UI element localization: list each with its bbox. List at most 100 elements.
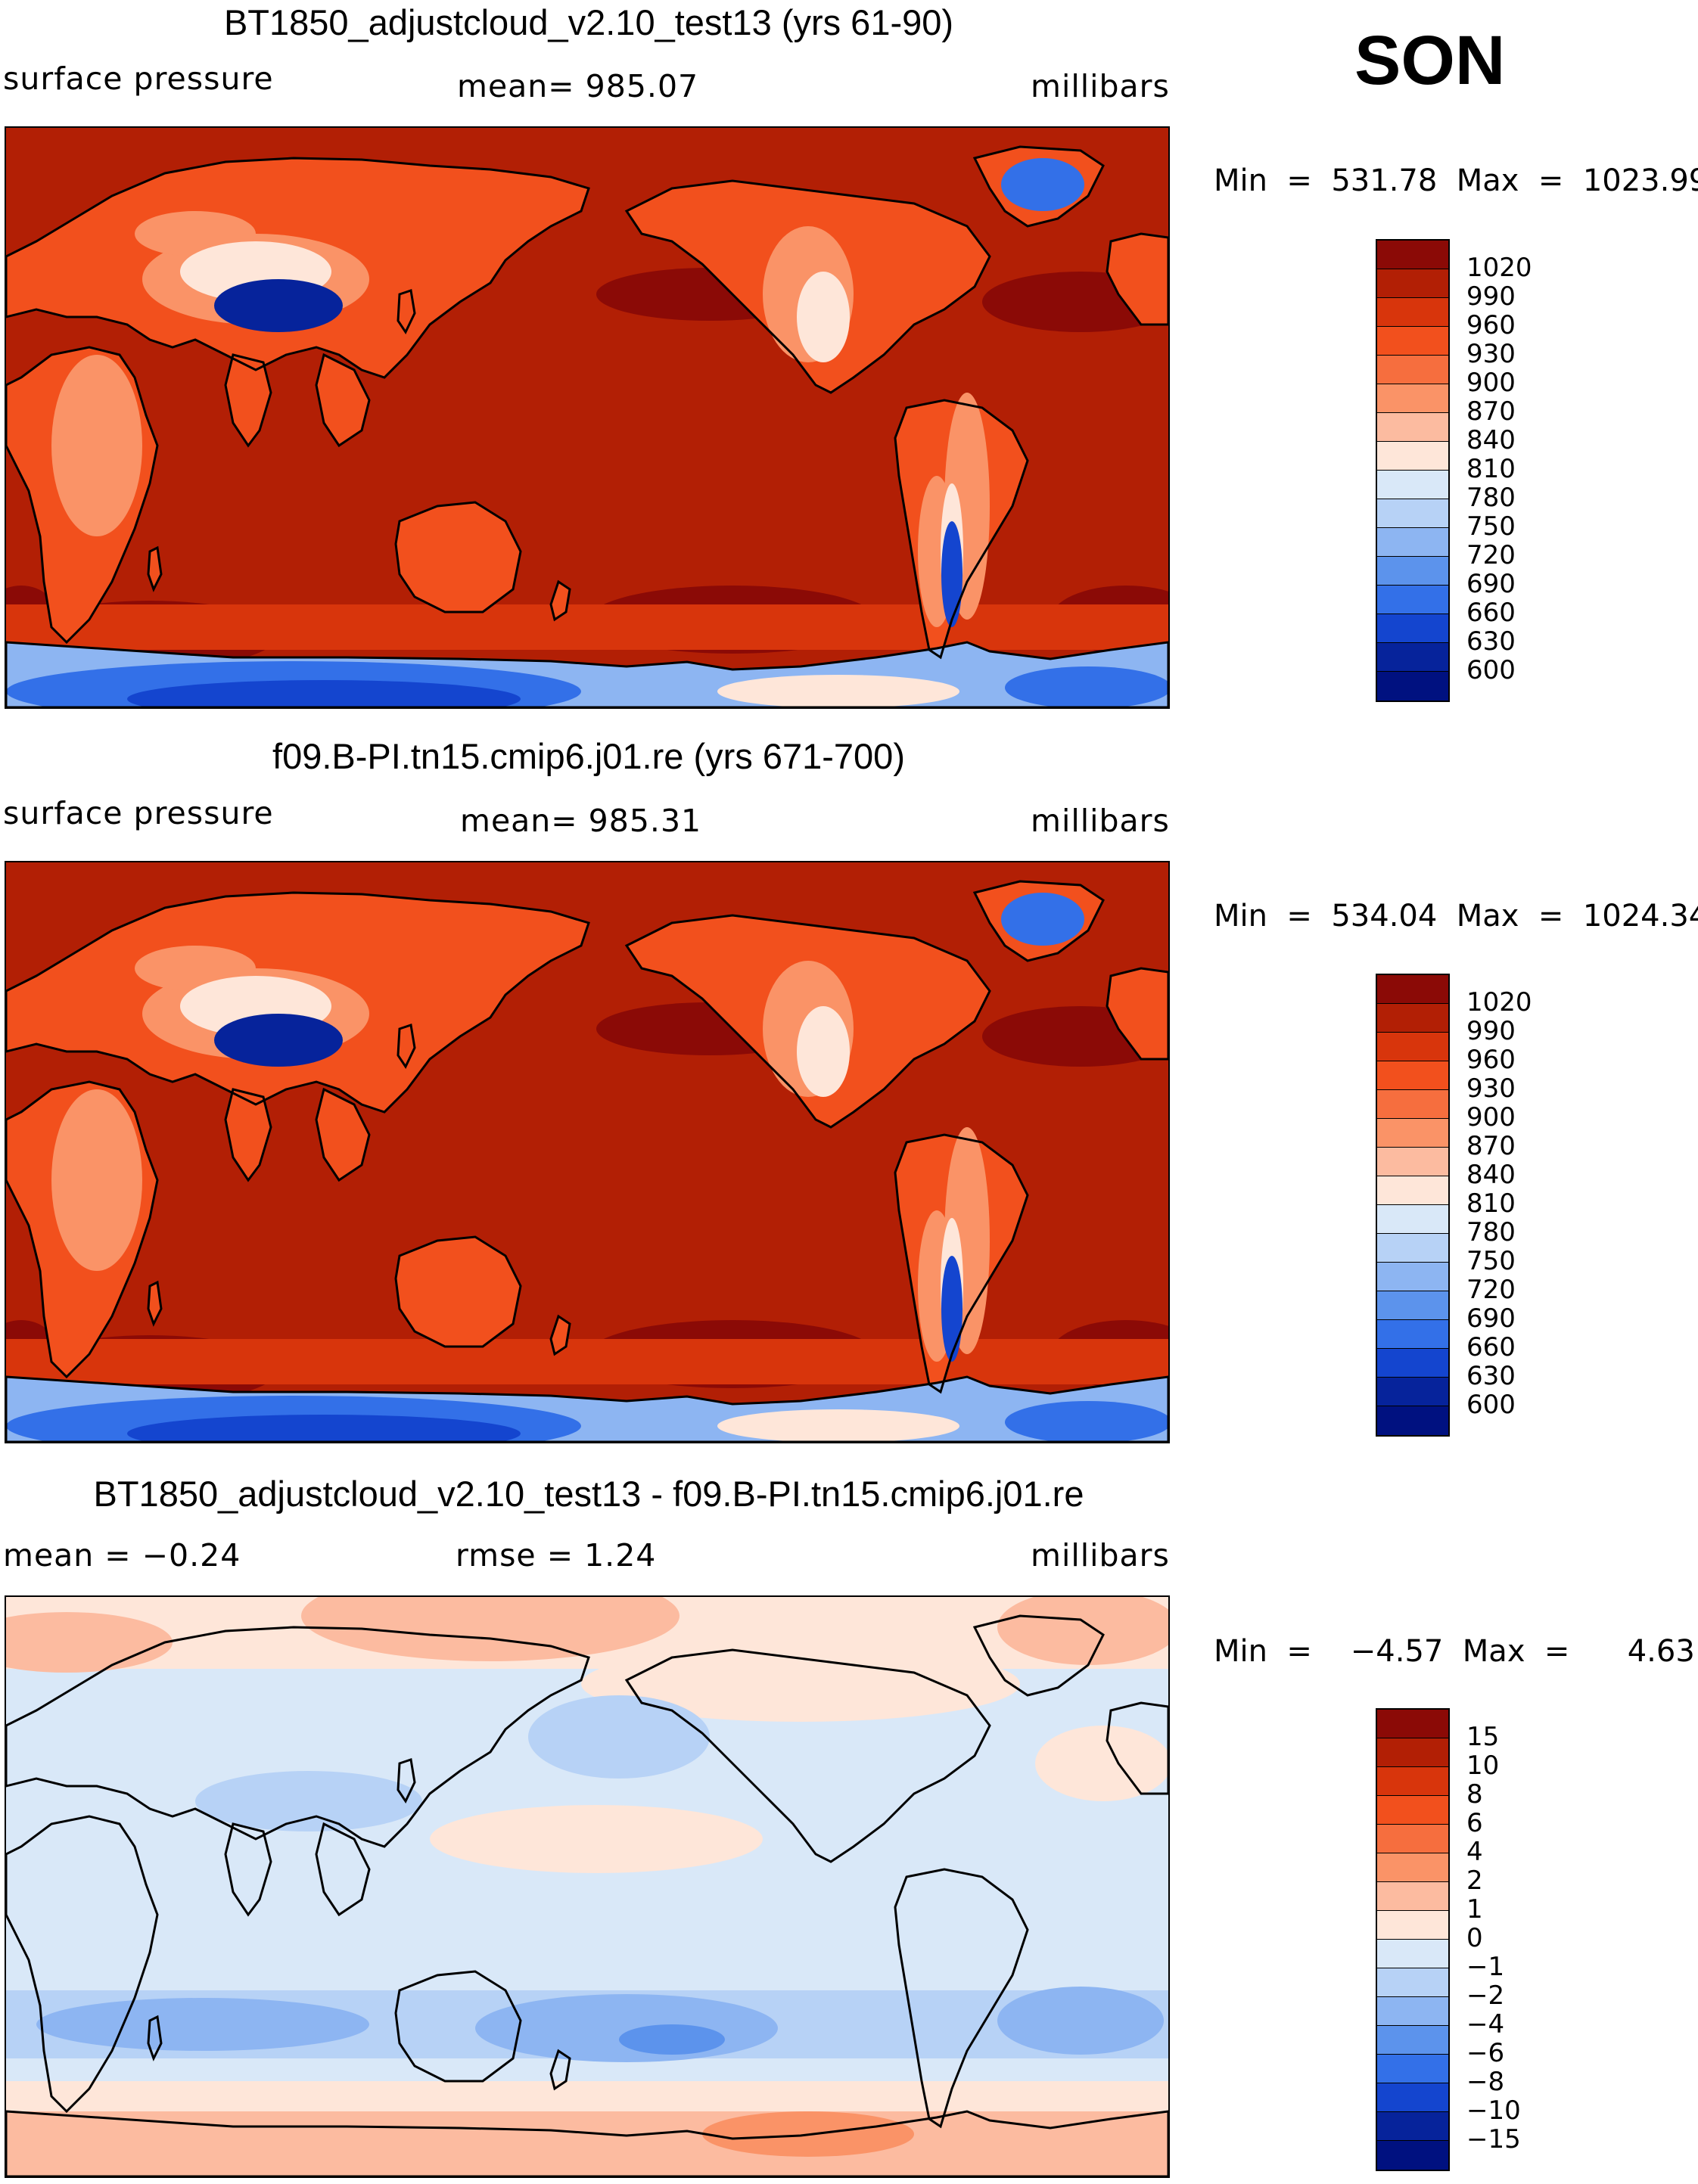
colorbar-level-label: −4: [1466, 2009, 1505, 2040]
coastline-seasia: [315, 1087, 371, 1182]
panel-2-colorbar: 1020 990 960 930 900 870 840 810 780 750 720 690 660…: [1376, 974, 1532, 1437]
colorbar-swatch: [1377, 1940, 1448, 1968]
greenland-icecap: [1001, 893, 1084, 946]
coastline-japan: [397, 1024, 416, 1070]
colorbar-level-label: −8: [1466, 2067, 1505, 2097]
land-europe_w: [1107, 968, 1168, 1059]
colorbar-swatch: [1377, 2026, 1448, 2055]
colorbar-level-label: 600: [1466, 1390, 1516, 1420]
colorbar-swatch: [1377, 1061, 1448, 1090]
colorbar-swatch: [1377, 2112, 1448, 2141]
colorbar-swatch: [1377, 557, 1448, 586]
highland-region: [51, 355, 142, 536]
colorbar-swatch: [1377, 1119, 1448, 1148]
panel-3-title: BT1850_adjustcloud_v2.10_test13 - f09.B-…: [93, 1474, 1084, 1514]
southern-pacific-minimum: [619, 2024, 725, 2055]
panel-1-title: BT1850_adjustcloud_v2.10_test13 (yrs 61-…: [223, 2, 954, 42]
panel-3-units-label: millibars: [1031, 1537, 1170, 1574]
colorbar-swatches: [1376, 1708, 1450, 2171]
colorbar-swatch: [1377, 298, 1448, 327]
andes-region: [941, 1256, 963, 1362]
west-antarctica: [717, 1409, 959, 1442]
panel-1-minmax: Min = 531.78 Max = 1023.99: [1214, 163, 1698, 198]
land-australia: [396, 502, 521, 612]
coastline-europe_w: [1106, 232, 1168, 326]
coastline-india: [224, 1822, 272, 1917]
coastline-eurasia: [6, 891, 590, 1114]
coastline-australia: [394, 1970, 522, 2083]
land-india: [225, 355, 271, 446]
colorbar-level-label: 930: [1466, 1073, 1516, 1104]
colorbar-swatch: [1377, 2141, 1448, 2170]
colorbar-swatch: [1377, 528, 1448, 557]
highland-region: [51, 1089, 142, 1271]
coastline-australia: [394, 1235, 522, 1348]
antarctic-positive-core: [6, 2111, 1168, 2176]
colorbar-swatch: [1377, 1825, 1448, 1853]
coastline-eurasia: [6, 157, 590, 379]
colorbar-level-label: 10: [1466, 1751, 1500, 1781]
colorbar-level-label: 930: [1466, 339, 1516, 369]
colorbar-level-label: 6: [1466, 1808, 1483, 1838]
panel-3-minmax: Min = −4.57 Max = 4.63: [1214, 1634, 1695, 1669]
colorbar-swatch: [1377, 614, 1448, 643]
colorbar-level-label: 660: [1466, 598, 1516, 628]
colorbar-swatch: [1377, 586, 1448, 614]
coastline-namerica: [624, 179, 991, 394]
colorbar-level-label: 840: [1466, 425, 1516, 455]
coastline-namerica: [624, 1648, 991, 1863]
mountain-region: [797, 272, 850, 362]
southern-ocean-band: [6, 604, 1168, 650]
tibetan-plateau: [214, 1014, 343, 1067]
colorbar-swatch: [1377, 1738, 1448, 1767]
land-india: [225, 1089, 271, 1180]
colorbar-level-label: 0: [1466, 1923, 1483, 1953]
colorbar-swatch: [1377, 2055, 1448, 2083]
coastline-madagascar: [147, 1280, 163, 1327]
coastline-europe_w: [1106, 1701, 1168, 1795]
colorbar-swatch: [1377, 2083, 1448, 2112]
colorbar-swatch: [1377, 241, 1448, 269]
southern-ocean-band: [6, 1339, 1168, 1384]
colorbar-swatch: [1377, 1710, 1448, 1738]
colorbar-swatch: [1377, 975, 1448, 1004]
colorbar-swatch: [1377, 1911, 1448, 1940]
panel-1-map: [5, 126, 1170, 709]
colorbar-swatch: [1377, 1234, 1448, 1263]
colorbar-swatch: [1377, 327, 1448, 356]
coastline-samerica: [894, 1133, 1029, 1394]
subtropical-positive: [430, 1805, 763, 1873]
colorbar-level-label: 690: [1466, 1303, 1516, 1334]
colorbar-swatch: [1377, 1796, 1448, 1825]
south-atlantic-negative: [997, 1987, 1164, 2055]
greenland-icecap: [1001, 158, 1084, 211]
indian-ocean-negative: [36, 1998, 369, 2051]
colorbar-level-label: 990: [1466, 1016, 1516, 1046]
colorbar-swatch: [1377, 1090, 1448, 1119]
panel-3-map: [5, 1595, 1170, 2178]
panel-2-variable-label: surface pressure: [3, 795, 274, 831]
colorbar-swatch: [1377, 1291, 1448, 1320]
colorbar-swatch: [1377, 269, 1448, 298]
colorbar-level-label: 720: [1466, 540, 1516, 570]
season-label: SON: [1354, 22, 1506, 99]
colorbar-swatch: [1377, 672, 1448, 701]
coastline-japan: [397, 1758, 416, 1804]
colorbar-level-label: 1020: [1466, 987, 1532, 1017]
colorbar-swatch: [1377, 1349, 1448, 1378]
coastline-africa: [6, 1815, 159, 2114]
colorbar-swatches: [1376, 974, 1450, 1437]
panel-1-units-label: millibars: [1031, 68, 1170, 104]
colorbar-level-label: 900: [1466, 368, 1516, 398]
colorbar-level-label: 1020: [1466, 253, 1532, 283]
colorbar-swatch: [1377, 1968, 1448, 1997]
colorbar-swatch: [1377, 384, 1448, 413]
colorbar-level-label: 810: [1466, 1188, 1516, 1219]
colorbar-swatch: [1377, 1033, 1448, 1061]
colorbar-level-label: 4: [1466, 1837, 1483, 1867]
coastline-namerica: [624, 914, 991, 1129]
coastline-india: [224, 1088, 272, 1182]
colorbar-swatch: [1377, 1205, 1448, 1234]
coastline-madagascar: [147, 545, 163, 592]
colorbar-level-label: −1: [1466, 1952, 1505, 1982]
